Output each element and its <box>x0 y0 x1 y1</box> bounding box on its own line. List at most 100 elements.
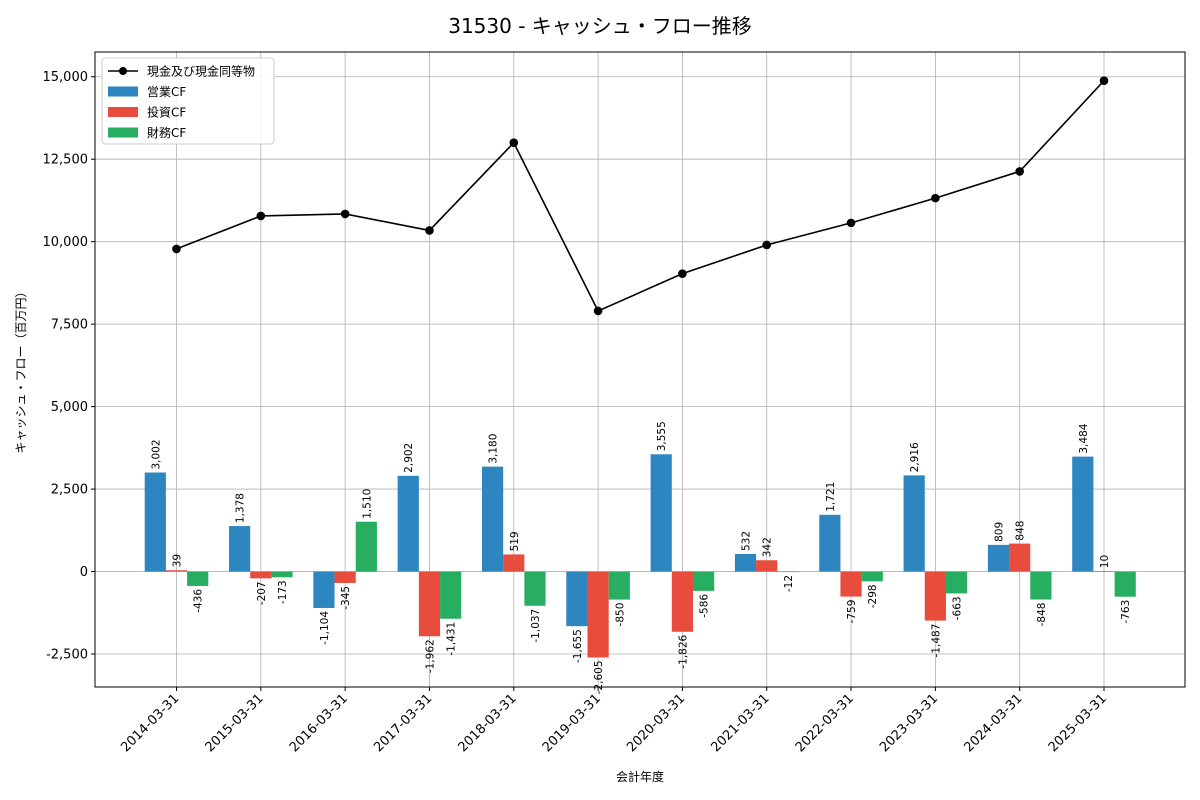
bar-value-label: -1,487 <box>930 624 942 658</box>
bar-financing <box>187 571 209 586</box>
x-tick-label: 2021-03-31 <box>709 691 773 755</box>
x-tick-label: 2020-03-31 <box>624 691 688 755</box>
bar-financing <box>693 571 715 591</box>
legend-box <box>101 57 275 145</box>
bar-financing <box>861 571 883 582</box>
chart-title: 31530 - キャッシュ・フロー推移 <box>448 14 752 38</box>
bar-value-label: 3,180 <box>488 434 500 464</box>
bar-value-label: 519 <box>509 531 521 551</box>
bar-value-label: 1,510 <box>361 489 373 519</box>
cash-point <box>256 211 266 221</box>
bar-value-label: -1,431 <box>446 622 458 656</box>
bar-investing <box>165 570 188 572</box>
bar-investing <box>418 571 441 637</box>
cash-point <box>1099 76 1109 85</box>
bar-value-label: 3,555 <box>656 421 668 451</box>
bar-operating <box>650 454 672 572</box>
bar-financing <box>524 571 546 606</box>
bar-financing <box>945 571 968 594</box>
bar-operating <box>903 475 925 572</box>
x-tick-label: 2015-03-31 <box>203 691 267 755</box>
x-tick-label: 2017-03-31 <box>371 691 435 755</box>
bar-value-label: -763 <box>1120 600 1132 624</box>
bar-value-label: 342 <box>762 537 774 557</box>
bar-investing <box>1093 571 1115 572</box>
y-tick-label: 2,500 <box>51 483 88 498</box>
bar-value-label: 10 <box>1099 555 1111 568</box>
cash-point <box>762 240 772 250</box>
bar-investing <box>250 571 272 579</box>
bar-value-label: 1,378 <box>235 493 247 523</box>
bar-value-label: -207 <box>256 581 268 605</box>
bar-value-label: 39 <box>172 554 184 567</box>
cash-line <box>176 80 1105 312</box>
bar-operating <box>987 544 1010 572</box>
bar-investing <box>840 571 862 597</box>
x-tick-label: 2024-03-31 <box>961 691 1025 755</box>
x-tick-label: 2022-03-31 <box>793 691 857 755</box>
bar-value-label: -848 <box>1036 603 1048 627</box>
legend-label: 財務CF <box>147 125 186 140</box>
legend-label: 営業CF <box>147 85 186 99</box>
bar-value-label: -298 <box>867 584 879 608</box>
bar-financing <box>1030 571 1052 600</box>
x-axis-label: 会計年度 <box>616 769 664 784</box>
bar-value-label: 3,484 <box>1078 423 1090 453</box>
cash-point <box>509 138 519 148</box>
bar-value-label: 2,902 <box>403 443 415 473</box>
legend-label: 投資CF <box>147 105 186 120</box>
bar-financing <box>355 521 377 572</box>
bar-operating <box>397 475 419 572</box>
bar-financing <box>608 571 630 600</box>
cash-point <box>678 269 687 278</box>
bar-value-label: -173 <box>277 580 289 604</box>
bar-value-label: -759 <box>846 600 858 624</box>
cash-point <box>425 226 434 235</box>
x-tick-label: 2016-03-31 <box>287 691 351 755</box>
legend-marker-swatch <box>119 67 127 75</box>
bar-value-label: -1,037 <box>530 609 542 643</box>
legend-bar-swatch <box>108 86 138 97</box>
cash-point <box>1015 167 1024 176</box>
bar-investing <box>334 571 356 583</box>
y-tick-label: 7,500 <box>51 318 88 333</box>
bar-financing <box>777 571 799 573</box>
bar-value-label: 1,721 <box>825 482 837 512</box>
cash-point <box>593 306 603 316</box>
legend-bar-swatch <box>108 107 138 117</box>
bar-value-labels: 3,002 1,378 -1,104 2,902 3,180 -1,655 3,555 532… <box>150 421 1132 694</box>
bar-operating <box>481 466 504 572</box>
bar-investing <box>587 571 609 658</box>
y-axis-label: キャッシュ・フロー（百万円） <box>14 285 28 453</box>
x-tick-label: 2025-03-31 <box>1046 691 1110 755</box>
bar-operating <box>566 571 588 627</box>
bar-value-label: 2,916 <box>909 442 921 472</box>
bar-value-label: -2,605 <box>593 660 605 694</box>
bar-investing <box>503 554 525 572</box>
bar-operating <box>734 553 757 572</box>
bar-series <box>144 454 1136 658</box>
bar-value-label: -1,826 <box>677 634 689 668</box>
cash-point <box>340 209 350 219</box>
x-tick-label: 2023-03-31 <box>877 691 941 755</box>
x-axis-ticks: 2014-03-31 2015-03-31 2016-03-31 2017-03-31… <box>118 687 1110 755</box>
y-tick-label: 0 <box>80 565 88 580</box>
bar-value-label: 532 <box>741 531 753 551</box>
bar-value-label: -436 <box>193 589 205 613</box>
x-tick-label: 2019-03-31 <box>540 691 604 755</box>
bar-value-label: -663 <box>952 596 964 620</box>
bar-investing <box>924 571 946 621</box>
bar-operating <box>1072 456 1094 572</box>
bar-value-label: -850 <box>614 603 626 627</box>
bar-investing <box>1009 543 1031 572</box>
legend-label: 現金及び現金同等物 <box>147 64 255 79</box>
bar-value-label: 809 <box>993 522 1005 542</box>
bar-value-label: -1,655 <box>572 629 584 663</box>
bar-investing <box>756 560 778 572</box>
bar-financing <box>271 571 293 578</box>
bar-value-label: -12 <box>783 575 795 592</box>
bar-value-label: -1,962 <box>424 639 436 673</box>
bar-operating <box>819 514 841 572</box>
bar-operating <box>229 526 251 572</box>
